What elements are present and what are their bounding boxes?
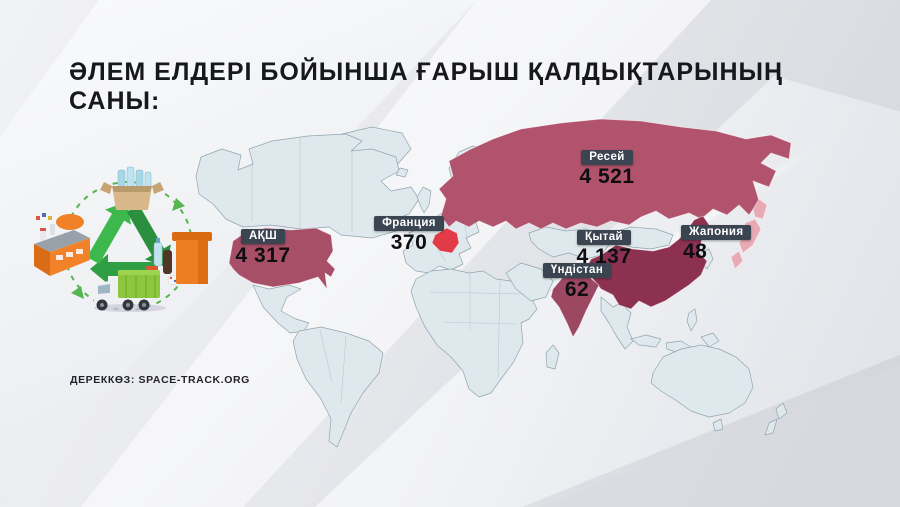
continent-africa xyxy=(410,268,538,398)
country-name-badge: АҚШ xyxy=(240,229,286,244)
highlighted-countries xyxy=(228,118,792,338)
country-value: 4 137 xyxy=(576,245,632,268)
country-philippines xyxy=(686,308,698,332)
label-russia: Ресей 4 521 xyxy=(562,150,652,188)
country-new-zealand xyxy=(764,402,788,436)
country-value: 4 521 xyxy=(579,165,635,188)
box-of-bottles-icon xyxy=(100,166,164,210)
garbage-truck-icon xyxy=(94,270,166,312)
recycling-cycle-illustration xyxy=(34,166,212,312)
page-title: ӘЛЕМ ЕЛДЕРІ БОЙЫНША ҒАРЫШ ҚАЛДЫҚТАРЫНЫҢ … xyxy=(69,58,784,115)
label-india: Үндістан 62 xyxy=(532,263,622,301)
country-madagascar xyxy=(545,344,560,370)
cycle-arrow-icon xyxy=(71,286,84,299)
country-france xyxy=(431,227,460,254)
source-credit: ДЕРЕККӨЗ: SPACE-TRACK.ORG xyxy=(70,374,250,386)
country-tasmania xyxy=(712,418,724,432)
label-usa: АҚШ 4 317 xyxy=(218,229,308,267)
country-name-badge: Ресей xyxy=(581,150,633,165)
label-japan: Жапония 48 xyxy=(681,225,753,263)
country-russia xyxy=(438,118,792,230)
country-value: 4 317 xyxy=(235,244,291,267)
cycle-arrow-icon xyxy=(172,198,185,211)
country-mexico xyxy=(252,284,310,334)
continent-south-america xyxy=(292,326,384,448)
country-australia xyxy=(650,344,754,418)
label-france: Франция 370 xyxy=(374,216,444,254)
country-name-badge: Үндістан xyxy=(542,263,612,278)
country-china xyxy=(585,215,711,310)
internal-borders xyxy=(251,137,525,403)
country-iceland xyxy=(395,167,409,178)
label-china: Қытай 4 137 xyxy=(559,230,649,268)
country-value: 62 xyxy=(564,278,590,301)
country-name-badge: Франция xyxy=(374,216,444,231)
country-uk xyxy=(416,186,432,214)
country-value: 48 xyxy=(683,240,708,263)
region-middle-east xyxy=(505,262,554,302)
country-value: 370 xyxy=(390,231,428,254)
recycling-plant-icon xyxy=(34,213,90,276)
country-name-badge: Қытай xyxy=(577,230,631,245)
country-name-badge: Жапония xyxy=(681,225,752,240)
country-indonesia xyxy=(630,332,720,354)
